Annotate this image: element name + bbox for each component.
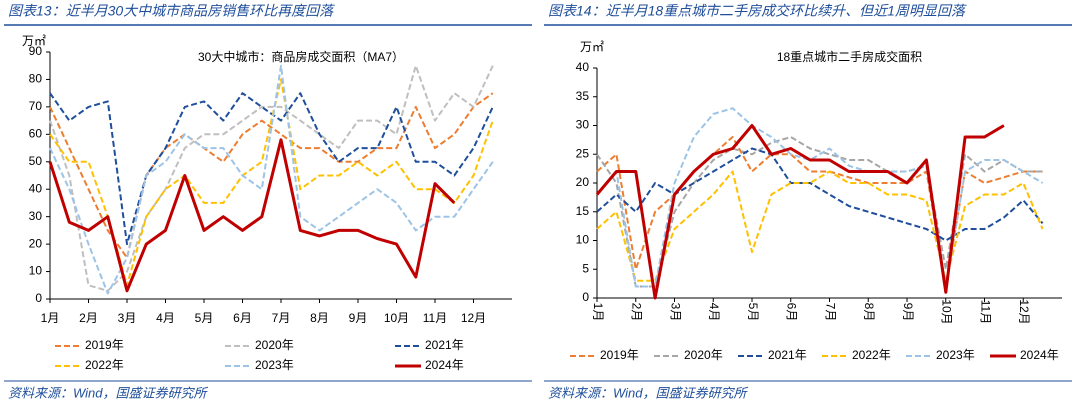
y-tick-label: 25 xyxy=(576,146,590,160)
x-tick-label: 10月 xyxy=(384,311,409,325)
series-line xyxy=(596,136,1043,288)
x-tick-label: 6月 xyxy=(785,303,799,322)
source: 资料来源：Wind，国盛证券研究所 xyxy=(8,385,209,400)
x-tick-label: 12月 xyxy=(461,311,486,325)
y-tick-label: 30 xyxy=(29,209,43,223)
y-tick-label: 10 xyxy=(576,233,590,247)
y-tick-label: 40 xyxy=(29,181,43,195)
y-tick-label: 60 xyxy=(29,127,43,141)
legend-label: 2020年 xyxy=(255,338,294,352)
legend-label: 2021年 xyxy=(768,348,807,362)
x-tick-label: 12月 xyxy=(1017,299,1031,324)
x-tick-label: 3月 xyxy=(668,303,682,322)
y-tick-label: 90 xyxy=(29,44,43,58)
x-tick-label: 4月 xyxy=(707,303,721,322)
x-tick-label: 4月 xyxy=(156,311,175,325)
y-tick-label: 80 xyxy=(29,72,43,86)
y-tick-label: 15 xyxy=(576,204,590,218)
x-tick-label: 11月 xyxy=(423,311,447,325)
x-tick-label: 5月 xyxy=(746,303,760,322)
legend-label: 2023年 xyxy=(255,358,294,372)
x-tick-label: 8月 xyxy=(310,311,329,325)
x-tick-label: 2月 xyxy=(630,303,644,322)
y-tick-label: 30 xyxy=(576,118,590,132)
y-tick-label: 40 xyxy=(576,60,590,74)
x-tick-label: 11月 xyxy=(978,300,992,324)
y-tick-label: 50 xyxy=(29,154,43,168)
x-tick-label: 1月 xyxy=(41,311,60,325)
y-tick-label: 20 xyxy=(29,236,43,250)
y-axis-unit: 万㎡ xyxy=(22,34,46,48)
y-tick-label: 35 xyxy=(576,89,590,103)
x-tick-label: 8月 xyxy=(862,303,876,322)
legend-label: 2024年 xyxy=(425,358,464,372)
series-line xyxy=(49,92,494,246)
series-line xyxy=(596,170,1044,282)
legend-label: 2022年 xyxy=(85,358,124,372)
x-tick-label: 9月 xyxy=(349,311,368,325)
y-axis-unit: 万㎡ xyxy=(580,40,604,54)
panel-heading: 图表14：近半月18重点城市二手房成交环比续升、但近1周明显回落 xyxy=(548,3,967,19)
chart-title: 30大中城市：商品房成交面积（MA7） xyxy=(198,49,404,64)
y-tick-label: 20 xyxy=(576,175,590,189)
y-tick-label: 0 xyxy=(35,291,42,305)
series-line xyxy=(596,107,1044,288)
series-line xyxy=(49,78,494,287)
series-line xyxy=(49,64,494,295)
chart-title: 18重点城市二手房成交面积 xyxy=(777,49,922,64)
series-line xyxy=(48,138,456,293)
series-line xyxy=(596,147,1044,242)
legend-label: 2019年 xyxy=(85,338,124,352)
legend-label: 2023年 xyxy=(936,348,975,362)
series-line xyxy=(49,92,494,259)
x-tick-label: 1月 xyxy=(591,303,605,322)
y-tick-label: 10 xyxy=(29,264,43,278)
source: 资料来源：Wind，国盛证券研究所 xyxy=(548,385,749,400)
legend-label: 2024年 xyxy=(1020,348,1059,362)
legend-label: 2020年 xyxy=(684,348,723,362)
x-tick-label: 10月 xyxy=(940,299,954,324)
y-tick-label: 5 xyxy=(582,261,589,275)
y-tick-label: 70 xyxy=(29,99,43,113)
x-tick-label: 5月 xyxy=(195,311,214,325)
legend-label: 2021年 xyxy=(425,338,464,352)
x-tick-label: 2月 xyxy=(79,311,98,325)
legend-label: 2019年 xyxy=(600,348,639,362)
panel-heading: 图表13：近半月30大中城市商品房销售环比再度回落 xyxy=(8,3,335,19)
series-line xyxy=(595,124,1005,300)
x-tick-label: 3月 xyxy=(118,311,137,325)
x-tick-label: 7月 xyxy=(823,303,837,322)
x-tick-label: 7月 xyxy=(272,311,291,325)
y-tick-label: 0 xyxy=(582,290,589,304)
x-tick-label: 6月 xyxy=(233,311,252,325)
x-tick-label: 9月 xyxy=(901,303,915,322)
legend-label: 2022年 xyxy=(852,348,891,362)
